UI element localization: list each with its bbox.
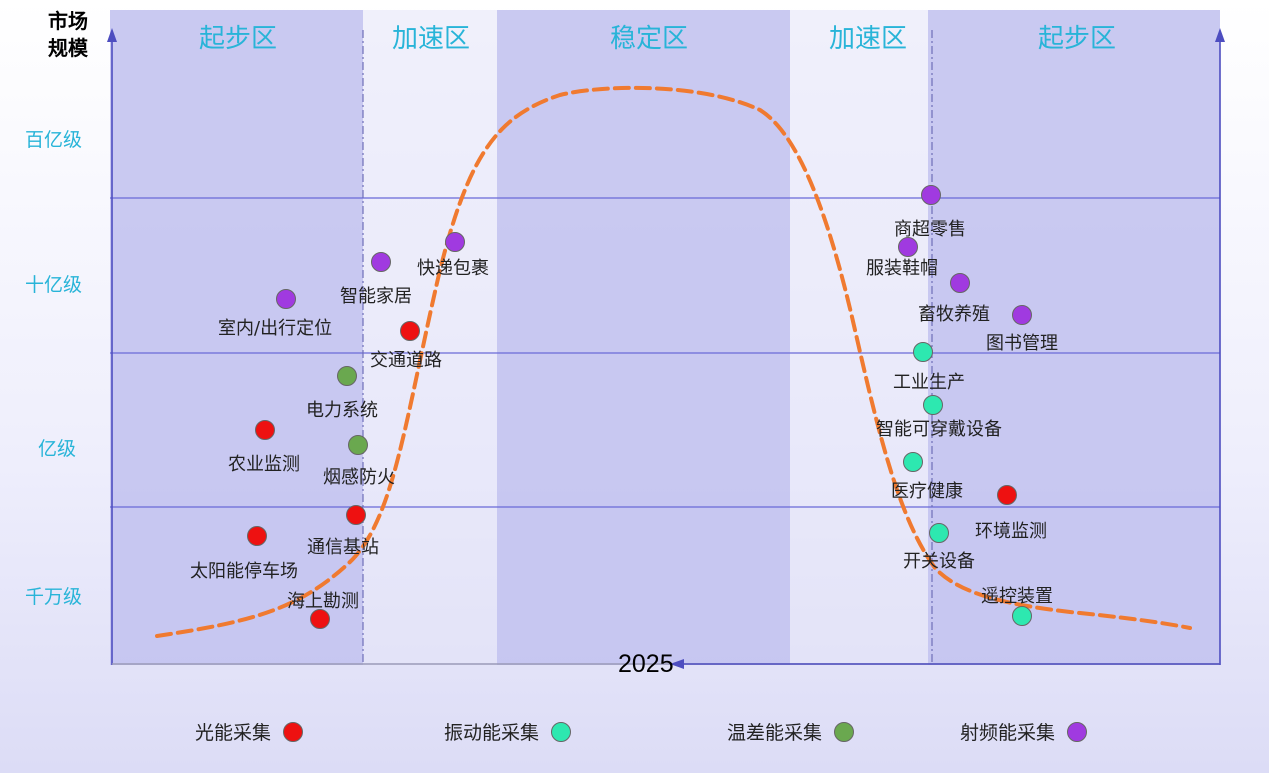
point-dot-solar-parking: [247, 526, 267, 546]
y-axis-title-line2: 规模: [48, 36, 88, 60]
point-dot-library: [1012, 305, 1032, 325]
point-label-power-system: 电力系统: [306, 400, 378, 421]
point-dot-express-parcel: [445, 232, 465, 252]
point-dot-telecom-base-station: [346, 505, 366, 525]
point-dot-traffic-road: [400, 321, 420, 341]
legend-item-thermal: 温差能采集: [727, 718, 855, 745]
point-dot-smart-home: [371, 252, 391, 272]
point-label-agriculture-monitoring: 农业监测: [228, 454, 300, 475]
point-label-wearables: 智能可穿戴设备: [876, 419, 1002, 440]
zone-bg-start-right: [928, 10, 1220, 665]
point-dot-remote-control: [1012, 606, 1032, 626]
y-axis-title-line1: 市场: [48, 9, 88, 33]
point-dot-marine-survey: [310, 609, 330, 629]
legend-item-vibration: 振动能采集: [444, 718, 572, 745]
legend-label-thermal: 温差能采集: [727, 722, 823, 744]
level-label-hundred-million: 亿级: [38, 438, 77, 460]
level-label-hundred-billion: 百亿级: [25, 129, 83, 151]
point-label-industrial-production: 工业生产: [893, 372, 965, 393]
point-dot-indoor-positioning: [276, 289, 296, 309]
zone-bg-start-left: [110, 10, 363, 665]
point-dot-industrial-production: [913, 342, 933, 362]
y-axis-right-arrow: [1215, 28, 1225, 42]
point-label-apparel: 服装鞋帽: [866, 258, 938, 279]
point-label-express-parcel: 快递包裹: [417, 258, 489, 279]
point-label-library: 图书管理: [986, 333, 1058, 354]
adoption-curve: [155, 85, 1192, 638]
y-axis-left-arrow: [107, 28, 117, 42]
point-label-switchgear: 开关设备: [903, 551, 975, 572]
legend-swatch-light: [283, 721, 304, 742]
point-label-traffic-road: 交通道路: [370, 350, 442, 371]
point-dot-switchgear: [929, 523, 949, 543]
point-dot-apparel: [898, 237, 918, 257]
zone-label-accel-left: 加速区: [391, 24, 471, 54]
point-dot-agriculture-monitoring: [255, 420, 275, 440]
point-label-smoke-fire: 烟感防火: [323, 467, 395, 488]
point-label-remote-control: 遥控装置: [981, 586, 1053, 607]
zone-label-start-right: 起步区: [1037, 24, 1117, 54]
legend-label-light: 光能采集: [195, 722, 272, 744]
zone-bg-accel-right: [790, 10, 928, 665]
x-axis-arrow: [670, 659, 684, 669]
level-label-billion: 十亿级: [25, 274, 83, 296]
point-label-environment-monitoring: 环境监测: [975, 521, 1047, 542]
point-label-smart-home: 智能家居: [340, 286, 412, 307]
point-label-marine-survey: 海上勘测: [287, 591, 359, 612]
point-dot-environment-monitoring: [997, 485, 1017, 505]
legend-swatch-vibration: [551, 721, 572, 742]
zone-bg-stable: [497, 10, 790, 665]
legend-label-vibration: 振动能采集: [444, 722, 540, 744]
point-label-telecom-base-station: 通信基站: [307, 537, 379, 558]
zone-label-start-left: 起步区: [198, 24, 278, 54]
legend-item-rf: 射频能采集: [960, 718, 1088, 745]
zone-bg-accel-left: [363, 10, 497, 665]
point-dot-healthcare: [903, 452, 923, 472]
legend-swatch-rf: [1067, 721, 1088, 742]
point-label-livestock: 畜牧养殖: [918, 304, 990, 325]
zone-label-accel-right: 加速区: [828, 24, 908, 54]
point-label-retail: 商超零售: [894, 219, 966, 240]
point-dot-smoke-fire: [348, 435, 368, 455]
point-dot-livestock: [950, 273, 970, 293]
point-dot-power-system: [337, 366, 357, 386]
legend-item-light: 光能采集: [195, 718, 304, 745]
zone-label-stable: 稳定区: [609, 24, 689, 54]
y-axis-title: 市场 规模: [42, 8, 94, 62]
point-label-healthcare: 医疗健康: [891, 481, 963, 502]
level-label-ten-million: 千万级: [25, 586, 83, 608]
point-label-indoor-positioning: 室内/出行定位: [218, 318, 333, 339]
legend-swatch-thermal: [834, 721, 855, 742]
point-dot-retail: [921, 185, 941, 205]
point-dot-wearables: [923, 395, 943, 415]
legend-label-rf: 射频能采集: [960, 722, 1056, 744]
point-label-solar-parking: 太阳能停车场: [190, 561, 298, 582]
x-axis-year-label: 2025: [618, 650, 674, 678]
